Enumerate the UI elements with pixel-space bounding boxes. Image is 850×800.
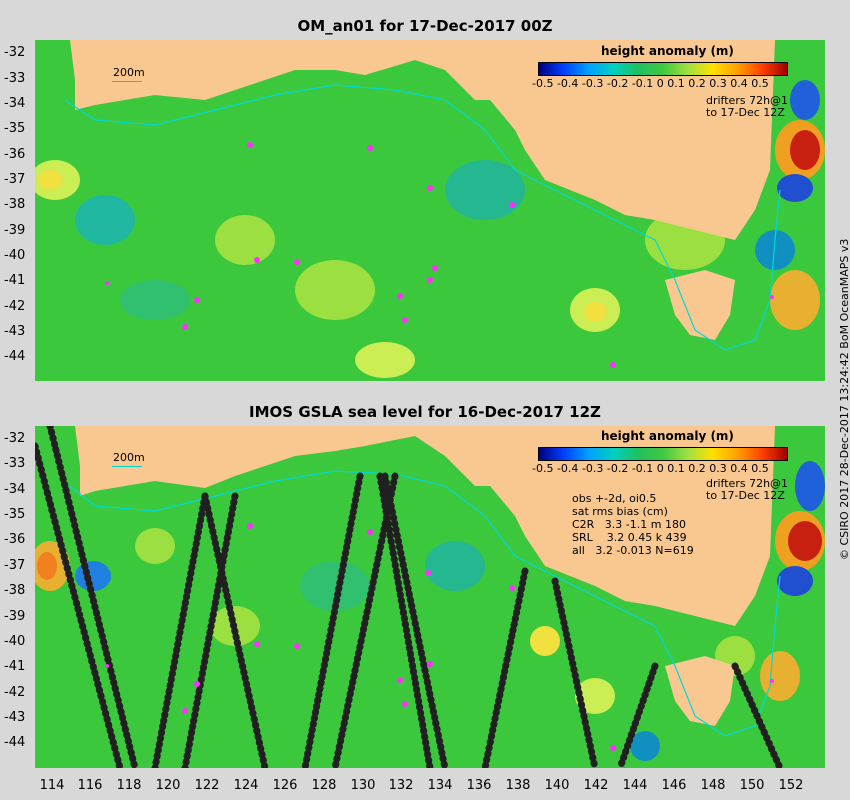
bottom-xtick: 146 xyxy=(661,778,687,793)
bottom-xtick: 136 xyxy=(466,778,492,793)
bottom-ytick: -42 xyxy=(4,685,26,700)
bottom-ytick: -41 xyxy=(4,659,26,674)
bottom-drifters-label-2: to 17-Dec 12Z xyxy=(706,489,785,502)
top-panel-title: OM_an01 for 17-Dec-2017 00Z xyxy=(297,17,553,35)
bottom-xtick: 124 xyxy=(233,778,259,793)
bottom-ytick: -34 xyxy=(4,482,26,497)
top-drifters-label: drifters 72h@1 xyxy=(706,94,789,107)
bottom-xtick: 142 xyxy=(583,778,609,793)
credit-text: © CSIRO 2017 28-Dec-2017 13:24:42 BoM Oc… xyxy=(838,238,850,560)
bottom-ytick: -39 xyxy=(4,609,26,624)
top-land-wa xyxy=(70,40,265,110)
bottom-xtick: 134 xyxy=(427,778,453,793)
bottom-ytick: -33 xyxy=(4,456,26,471)
bottom-ytick: -38 xyxy=(4,583,26,598)
bottom-ytick: -44 xyxy=(4,735,26,750)
top-colorbar-ticks: -0.5 -0.4 -0.3 -0.2 -0.1 0 0.1 0.2 0.3 0… xyxy=(532,77,769,90)
bottom-panel-title: IMOS GSLA sea level for 16-Dec-2017 12Z xyxy=(249,403,601,421)
bottom-colorbar xyxy=(538,447,788,461)
top-ytick: -32 xyxy=(4,45,26,60)
top-ytick: -44 xyxy=(4,349,26,364)
bottom-xtick: 116 xyxy=(77,778,103,793)
bottom-xtick: 138 xyxy=(505,778,531,793)
bottom-xtick: 148 xyxy=(700,778,726,793)
bottom-xtick: 126 xyxy=(272,778,298,793)
top-land-sa xyxy=(265,40,825,240)
bottom-map xyxy=(35,426,825,768)
top-drifters xyxy=(105,142,774,368)
bottom-xtick: 120 xyxy=(155,778,181,793)
bottom-ytick: -35 xyxy=(4,507,26,522)
bottom-anomaly-field xyxy=(35,461,825,761)
bottom-ytick: -40 xyxy=(4,634,26,649)
bottom-xtick: 150 xyxy=(739,778,765,793)
bottom-ytick: -36 xyxy=(4,532,26,547)
bottom-ytick: -43 xyxy=(4,710,26,725)
bottom-xtick: 128 xyxy=(311,778,337,793)
top-ytick: -38 xyxy=(4,197,26,212)
bottom-drifters-label: drifters 72h@1 xyxy=(706,477,789,490)
top-scale-label: 200m xyxy=(113,66,145,79)
bottom-land-sa xyxy=(265,426,775,626)
top-colorbar-title: height anomaly (m) xyxy=(601,44,734,58)
top-anomaly-field xyxy=(35,80,825,378)
top-ytick: -41 xyxy=(4,273,26,288)
top-colorbar xyxy=(538,62,788,76)
top-ytick: -34 xyxy=(4,96,26,111)
top-ytick: -33 xyxy=(4,71,26,86)
top-ytick: -43 xyxy=(4,324,26,339)
top-ytick: -37 xyxy=(4,172,26,187)
top-ytick: -40 xyxy=(4,248,26,263)
top-ytick: -36 xyxy=(4,147,26,162)
bottom-xtick: 140 xyxy=(544,778,570,793)
bottom-land-tasmania xyxy=(665,656,735,726)
bottom-scale-label: 200m xyxy=(113,451,145,464)
bottom-xtick: 118 xyxy=(116,778,142,793)
top-ytick: -42 xyxy=(4,299,26,314)
bottom-xtick: 144 xyxy=(622,778,648,793)
bottom-xtick: 152 xyxy=(778,778,804,793)
bottom-xtick: 114 xyxy=(39,778,65,793)
top-ytick: -35 xyxy=(4,121,26,136)
bottom-ytick: -32 xyxy=(4,431,26,446)
bottom-drifters xyxy=(105,523,774,751)
bottom-colorbar-title: height anomaly (m) xyxy=(601,429,734,443)
bottom-stats: obs +-2d, oi0.5 sat rms bias (cm) C2R 3.… xyxy=(572,492,694,557)
bottom-xtick: 122 xyxy=(194,778,220,793)
top-ytick: -39 xyxy=(4,223,26,238)
bottom-ytick: -37 xyxy=(4,558,26,573)
top-map xyxy=(35,40,825,381)
bottom-xtick: 132 xyxy=(388,778,414,793)
top-land-tasmania xyxy=(665,270,735,340)
bottom-xtick: 130 xyxy=(350,778,376,793)
top-drifters-label-2: to 17-Dec 12Z xyxy=(706,106,785,119)
satellite-tracks xyxy=(35,426,784,768)
bottom-land-wa xyxy=(75,426,265,496)
bottom-colorbar-ticks: -0.5 -0.4 -0.3 -0.2 -0.1 0 0.1 0.2 0.3 0… xyxy=(532,462,769,475)
